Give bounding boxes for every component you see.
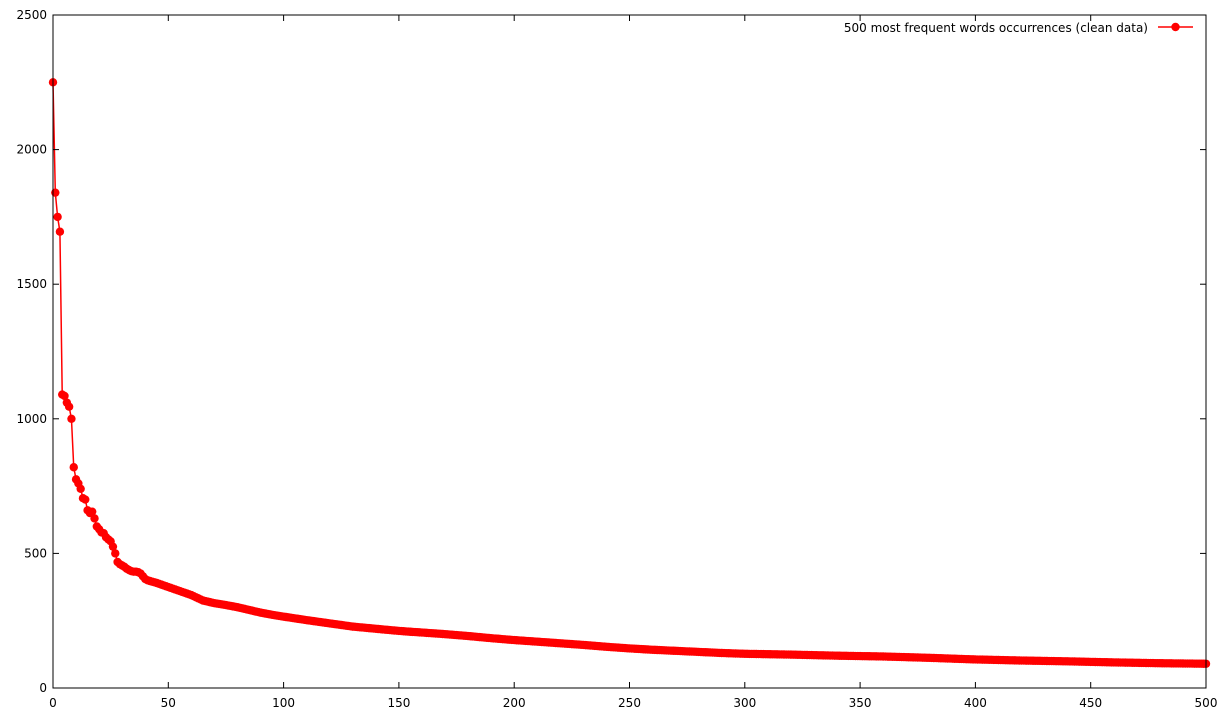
x-tick-label: 500: [1195, 696, 1218, 710]
data-point: [60, 391, 69, 401]
y-tick-label: 0: [39, 681, 47, 695]
data-point: [111, 549, 120, 558]
y-tick-label: 1500: [16, 277, 47, 291]
legend-marker: [1171, 22, 1180, 32]
data-point: [88, 507, 97, 516]
x-tick-label: 50: [161, 696, 176, 710]
x-tick-label: 400: [964, 696, 987, 710]
data-point: [90, 514, 99, 523]
data-point: [67, 414, 76, 423]
y-tick-label: 1000: [16, 412, 47, 426]
data-point: [76, 484, 85, 493]
y-tick-label: 2000: [16, 143, 47, 157]
x-tick-label: 450: [1079, 696, 1102, 710]
x-tick-label: 250: [618, 696, 641, 710]
x-tick-label: 350: [849, 696, 872, 710]
x-tick-label: 0: [49, 696, 57, 710]
plot-area: [48, 78, 1211, 668]
y-tick-label: 500: [24, 546, 47, 560]
data-point: [53, 212, 62, 222]
x-tick-label: 200: [503, 696, 526, 710]
data-point: [69, 463, 78, 472]
axes: 0 50 100 150 200 250 300 350 400 450 500 0 500 1000 15…: [16, 8, 1217, 710]
legend: 500 most frequent words occurrences (cle…: [844, 21, 1193, 35]
data-point: [64, 402, 74, 411]
y-tick-label: 2500: [16, 8, 47, 22]
x-tick-label: 150: [387, 696, 410, 710]
legend-label: 500 most frequent words occurrences (cle…: [844, 21, 1148, 35]
data-point: [55, 227, 65, 236]
x-tick-label: 300: [733, 696, 756, 710]
data-point: [81, 495, 90, 504]
x-tick-label: 100: [272, 696, 295, 710]
data-point: [108, 542, 118, 551]
data-point: [51, 188, 60, 197]
